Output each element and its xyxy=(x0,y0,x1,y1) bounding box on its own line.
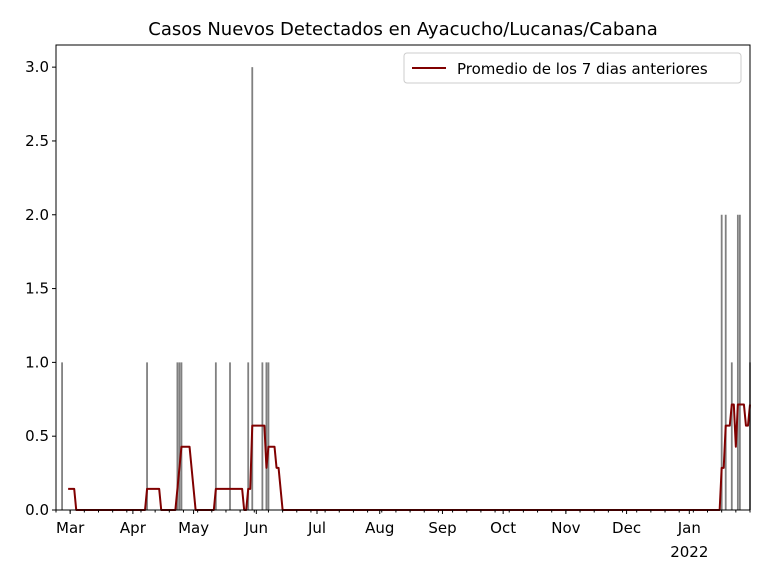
average-line xyxy=(68,403,751,511)
bar xyxy=(247,362,250,510)
legend-label: Promedio de los 7 dias anteriores xyxy=(457,60,708,78)
bar xyxy=(180,362,183,510)
x-tick-year-label: 2022 xyxy=(670,543,708,561)
x-axis: Mar Apr May Jun Jul Aug Sep Oct Nov Dec Jan 2022 xyxy=(55,510,751,561)
legend-box xyxy=(403,52,742,84)
y-tick-label: 0.5 xyxy=(25,427,49,445)
y-tick-label: 2.5 xyxy=(25,132,49,150)
x-tick-label: Sep xyxy=(428,519,456,537)
bar xyxy=(261,362,264,510)
bar xyxy=(146,362,148,510)
x-tick-label: Apr xyxy=(120,519,147,537)
x-tick-label: May xyxy=(178,519,209,537)
x-tick-label: Jul xyxy=(307,519,326,537)
bar xyxy=(229,362,231,510)
y-tick-label: 3.0 xyxy=(25,58,49,76)
bar xyxy=(730,362,733,510)
bar xyxy=(267,362,270,510)
x-tick-label: Mar xyxy=(56,519,85,537)
bar xyxy=(214,362,217,510)
y-tick-label: 1.5 xyxy=(25,280,49,298)
bar xyxy=(724,214,727,510)
chart-title: Casos Nuevos Detectados en Ayacucho/Luca… xyxy=(148,19,657,40)
x-tick-label: Aug xyxy=(365,519,394,537)
bar xyxy=(251,67,254,511)
bars xyxy=(61,67,751,511)
y-tick-label: 0.0 xyxy=(25,501,49,519)
plot-frame xyxy=(55,44,751,511)
y-tick-label: 1.0 xyxy=(25,353,49,371)
bar xyxy=(738,214,741,510)
bar xyxy=(178,362,181,510)
legend: Promedio de los 7 dias anteriores xyxy=(403,52,742,84)
x-tick-label: Dec xyxy=(612,519,641,537)
bar xyxy=(176,362,179,510)
x-tick-label: Jan xyxy=(677,519,701,537)
y-axis: 0.0 0.5 1.0 1.5 2.0 2.5 3.0 xyxy=(25,58,56,519)
bar xyxy=(720,214,723,510)
y-tick-label: 2.0 xyxy=(25,206,49,224)
bar xyxy=(265,362,268,510)
x-tick-label: Jun xyxy=(244,519,268,537)
line-series xyxy=(68,403,751,511)
bar xyxy=(61,362,63,510)
x-tick-label: Nov xyxy=(551,519,580,537)
bar xyxy=(736,214,739,510)
x-tick-label: Oct xyxy=(490,519,516,537)
